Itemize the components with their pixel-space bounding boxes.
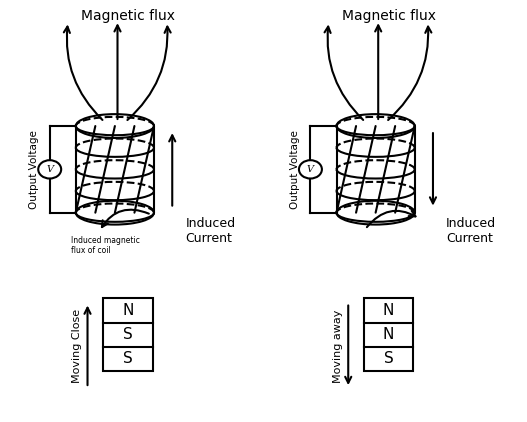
Text: Output Voltage: Output Voltage <box>290 130 300 209</box>
Bar <box>364 298 413 371</box>
Text: V: V <box>46 165 53 174</box>
Text: Magnetic flux: Magnetic flux <box>81 9 175 23</box>
Text: Magnetic flux: Magnetic flux <box>341 9 436 23</box>
Text: S: S <box>123 327 133 342</box>
Text: Moving Close: Moving Close <box>72 309 82 384</box>
Text: Output Voltage: Output Voltage <box>29 130 39 209</box>
Text: N: N <box>122 303 134 318</box>
Text: Induced
Current: Induced Current <box>446 217 496 245</box>
Text: N: N <box>383 327 394 342</box>
Text: Induced magnetic
flux of coil: Induced magnetic flux of coil <box>71 235 140 255</box>
Bar <box>103 298 153 371</box>
Text: Moving away: Moving away <box>333 310 343 383</box>
Text: N: N <box>383 303 394 318</box>
Text: V: V <box>307 165 314 174</box>
Text: S: S <box>384 352 394 366</box>
Text: Induced
Current: Induced Current <box>186 217 236 245</box>
Text: S: S <box>123 352 133 366</box>
